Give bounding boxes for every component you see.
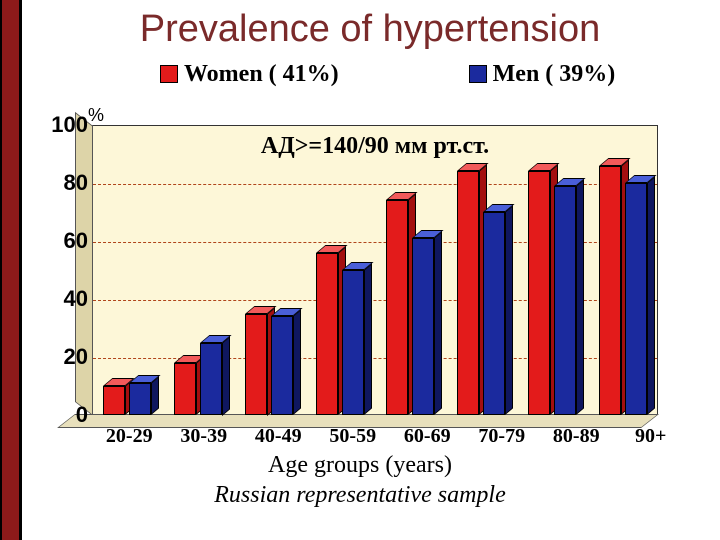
y-tick-label: 100 (42, 112, 88, 138)
bar-men (483, 212, 505, 415)
bar-front (271, 316, 293, 415)
x-tick-label: 80-89 (539, 425, 614, 451)
bar-side (151, 376, 159, 415)
bars-container (92, 125, 658, 415)
x-tick-label: 20-29 (92, 425, 167, 451)
legend-label-women: Women ( 41%) (184, 61, 339, 88)
bar-men (200, 343, 222, 416)
bar-front (528, 171, 550, 415)
bar-side (505, 205, 513, 415)
page-title: Prevalence of hypertension (40, 8, 700, 51)
y-tick-label: 40 (42, 286, 88, 312)
x-tick-label: 30-39 (167, 425, 242, 451)
legend-swatch-men (469, 65, 487, 83)
bar-women (599, 166, 621, 415)
bar-men (625, 183, 647, 415)
bar-front (554, 186, 576, 415)
accent-stripe (0, 0, 22, 540)
y-axis-unit: % (88, 105, 104, 126)
x-tick-label: 50-59 (316, 425, 391, 451)
x-axis-title: Age groups (years) (40, 452, 680, 479)
bar-women (316, 253, 338, 415)
bar-side (293, 310, 301, 415)
bar-front (457, 171, 479, 415)
bar-front (599, 166, 621, 415)
bar-women (528, 171, 550, 415)
chart-subtitle: Russian representative sample (40, 482, 680, 509)
bar-front (174, 363, 196, 415)
bar-front (316, 253, 338, 415)
bar-front (245, 314, 267, 416)
bar-side (434, 231, 442, 415)
bar-women (245, 314, 267, 416)
bar-front (342, 270, 364, 415)
bar-women (457, 171, 479, 415)
x-tick-label: 70-79 (465, 425, 540, 451)
bar-men (271, 316, 293, 415)
bar-men (129, 383, 151, 415)
bar-front (386, 200, 408, 415)
bar-side (222, 336, 230, 415)
bar-front (483, 212, 505, 415)
bar-women (386, 200, 408, 415)
y-tick-label: 60 (42, 228, 88, 254)
x-tick-label: 40-49 (241, 425, 316, 451)
bar-front (129, 383, 151, 415)
y-tick-label: 0 (42, 402, 88, 428)
bar-side (647, 176, 655, 415)
bar-men (412, 238, 434, 415)
chart: 020406080100 АД>=140/90 мм рт.ст. 20-293… (40, 125, 680, 425)
bar-side (364, 263, 372, 415)
bar-front (625, 183, 647, 415)
bar-women (174, 363, 196, 415)
plot-side-wall (75, 112, 93, 416)
x-tick-label: 60-69 (390, 425, 465, 451)
y-tick-label: 20 (42, 344, 88, 370)
y-tick-label: 80 (42, 170, 88, 196)
bar-side (576, 179, 584, 415)
bar-front (412, 238, 434, 415)
bar-men (342, 270, 364, 415)
x-labels: 20-2930-3940-4950-5960-6970-7980-8990+ (92, 425, 688, 451)
bar-front (103, 386, 125, 415)
bar-front (200, 343, 222, 416)
legend-label-men: Men ( 39%) (493, 61, 616, 88)
x-tick-label: 90+ (614, 425, 689, 451)
legend: Women ( 41%) Men ( 39%) (160, 58, 680, 90)
bar-men (554, 186, 576, 415)
legend-swatch-women (160, 65, 178, 83)
bar-women (103, 386, 125, 415)
